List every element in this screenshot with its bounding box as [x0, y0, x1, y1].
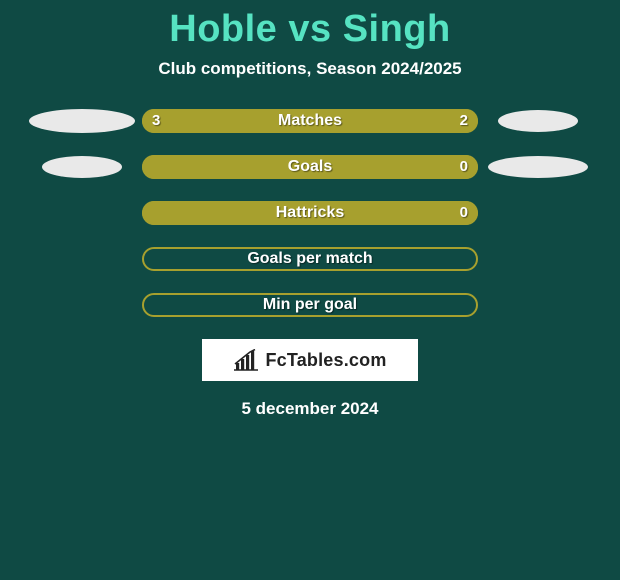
- stat-row: 0 Goals: [0, 155, 620, 179]
- stat-label: Min per goal: [263, 296, 357, 314]
- stat-label: Goals per match: [247, 250, 372, 268]
- stat-label: Hattricks: [276, 204, 344, 222]
- player-oval-right: [498, 110, 578, 132]
- logo-text: FcTables.com: [265, 350, 386, 371]
- stat-label: Matches: [278, 112, 342, 130]
- page-title: Hoble vs Singh: [0, 0, 620, 51]
- player-oval-left: [42, 156, 122, 178]
- player-oval-left: [29, 109, 135, 133]
- stat-value-right: 0: [460, 155, 468, 179]
- bar-fill-right: [344, 109, 478, 133]
- stat-bar: Goals per match: [142, 247, 478, 271]
- left-avatar-slot: [22, 109, 142, 133]
- stat-value-right: 2: [460, 109, 468, 133]
- subtitle: Club competitions, Season 2024/2025: [0, 59, 620, 79]
- stat-value-left: 3: [152, 109, 160, 133]
- comparison-table: 3 2 Matches 0 Goals 0 Hattricks Goals per match…: [0, 109, 620, 317]
- stat-row: 3 2 Matches: [0, 109, 620, 133]
- stat-bar: 0 Goals: [142, 155, 478, 179]
- logo[interactable]: FcTables.com: [202, 339, 418, 381]
- stat-row: Goals per match: [0, 247, 620, 271]
- stat-bar: Min per goal: [142, 293, 478, 317]
- right-avatar-slot: [478, 156, 598, 178]
- stat-label: Goals: [288, 158, 332, 176]
- left-avatar-slot: [22, 156, 142, 178]
- date: 5 december 2024: [0, 399, 620, 419]
- player-oval-right: [488, 156, 588, 178]
- bar-chart-icon: [233, 349, 259, 371]
- right-avatar-slot: [478, 110, 598, 132]
- stat-bar: 0 Hattricks: [142, 201, 478, 225]
- stat-bar: 3 2 Matches: [142, 109, 478, 133]
- stat-row: Min per goal: [0, 293, 620, 317]
- stat-value-right: 0: [460, 201, 468, 225]
- stat-row: 0 Hattricks: [0, 201, 620, 225]
